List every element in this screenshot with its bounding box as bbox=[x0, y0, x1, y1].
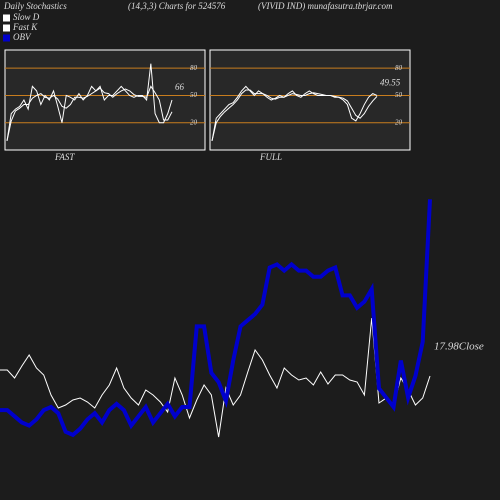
price-line bbox=[0, 317, 431, 438]
full-panel bbox=[209, 49, 411, 151]
stoch-line bbox=[6, 85, 173, 142]
legend-label: OBV bbox=[13, 32, 32, 42]
y-tick-label: 20 bbox=[395, 118, 403, 126]
title: Daily Stochastics bbox=[3, 1, 67, 11]
annotation: 66 bbox=[175, 82, 185, 92]
y-tick-label: 20 bbox=[190, 118, 198, 126]
y-tick-label: 50 bbox=[395, 91, 403, 99]
subtitle: (14,3,3) Charts for 524576 bbox=[128, 1, 226, 11]
legend-swatch bbox=[3, 14, 10, 22]
close-label: 17.98Close bbox=[434, 341, 484, 353]
y-tick-label: 50 bbox=[190, 91, 198, 99]
legend-label: Fast K bbox=[12, 22, 38, 32]
stoch-line bbox=[211, 85, 378, 142]
stoch-line bbox=[211, 89, 378, 142]
legend-label: Slow D bbox=[13, 12, 40, 22]
source: (VIVID IND) munafasutra.tbrjar.com bbox=[258, 1, 393, 11]
fast-panel bbox=[4, 49, 206, 151]
y-tick-label: 80 bbox=[395, 64, 403, 72]
legend-swatch bbox=[3, 34, 10, 42]
panel-label: FULL bbox=[259, 152, 282, 162]
y-tick-label: 80 bbox=[190, 64, 198, 72]
annotation: 49.55 bbox=[380, 78, 401, 88]
panel-label: FAST bbox=[54, 152, 75, 162]
stoch-line bbox=[6, 63, 173, 141]
obv-line bbox=[0, 199, 432, 438]
legend-swatch bbox=[3, 24, 10, 32]
